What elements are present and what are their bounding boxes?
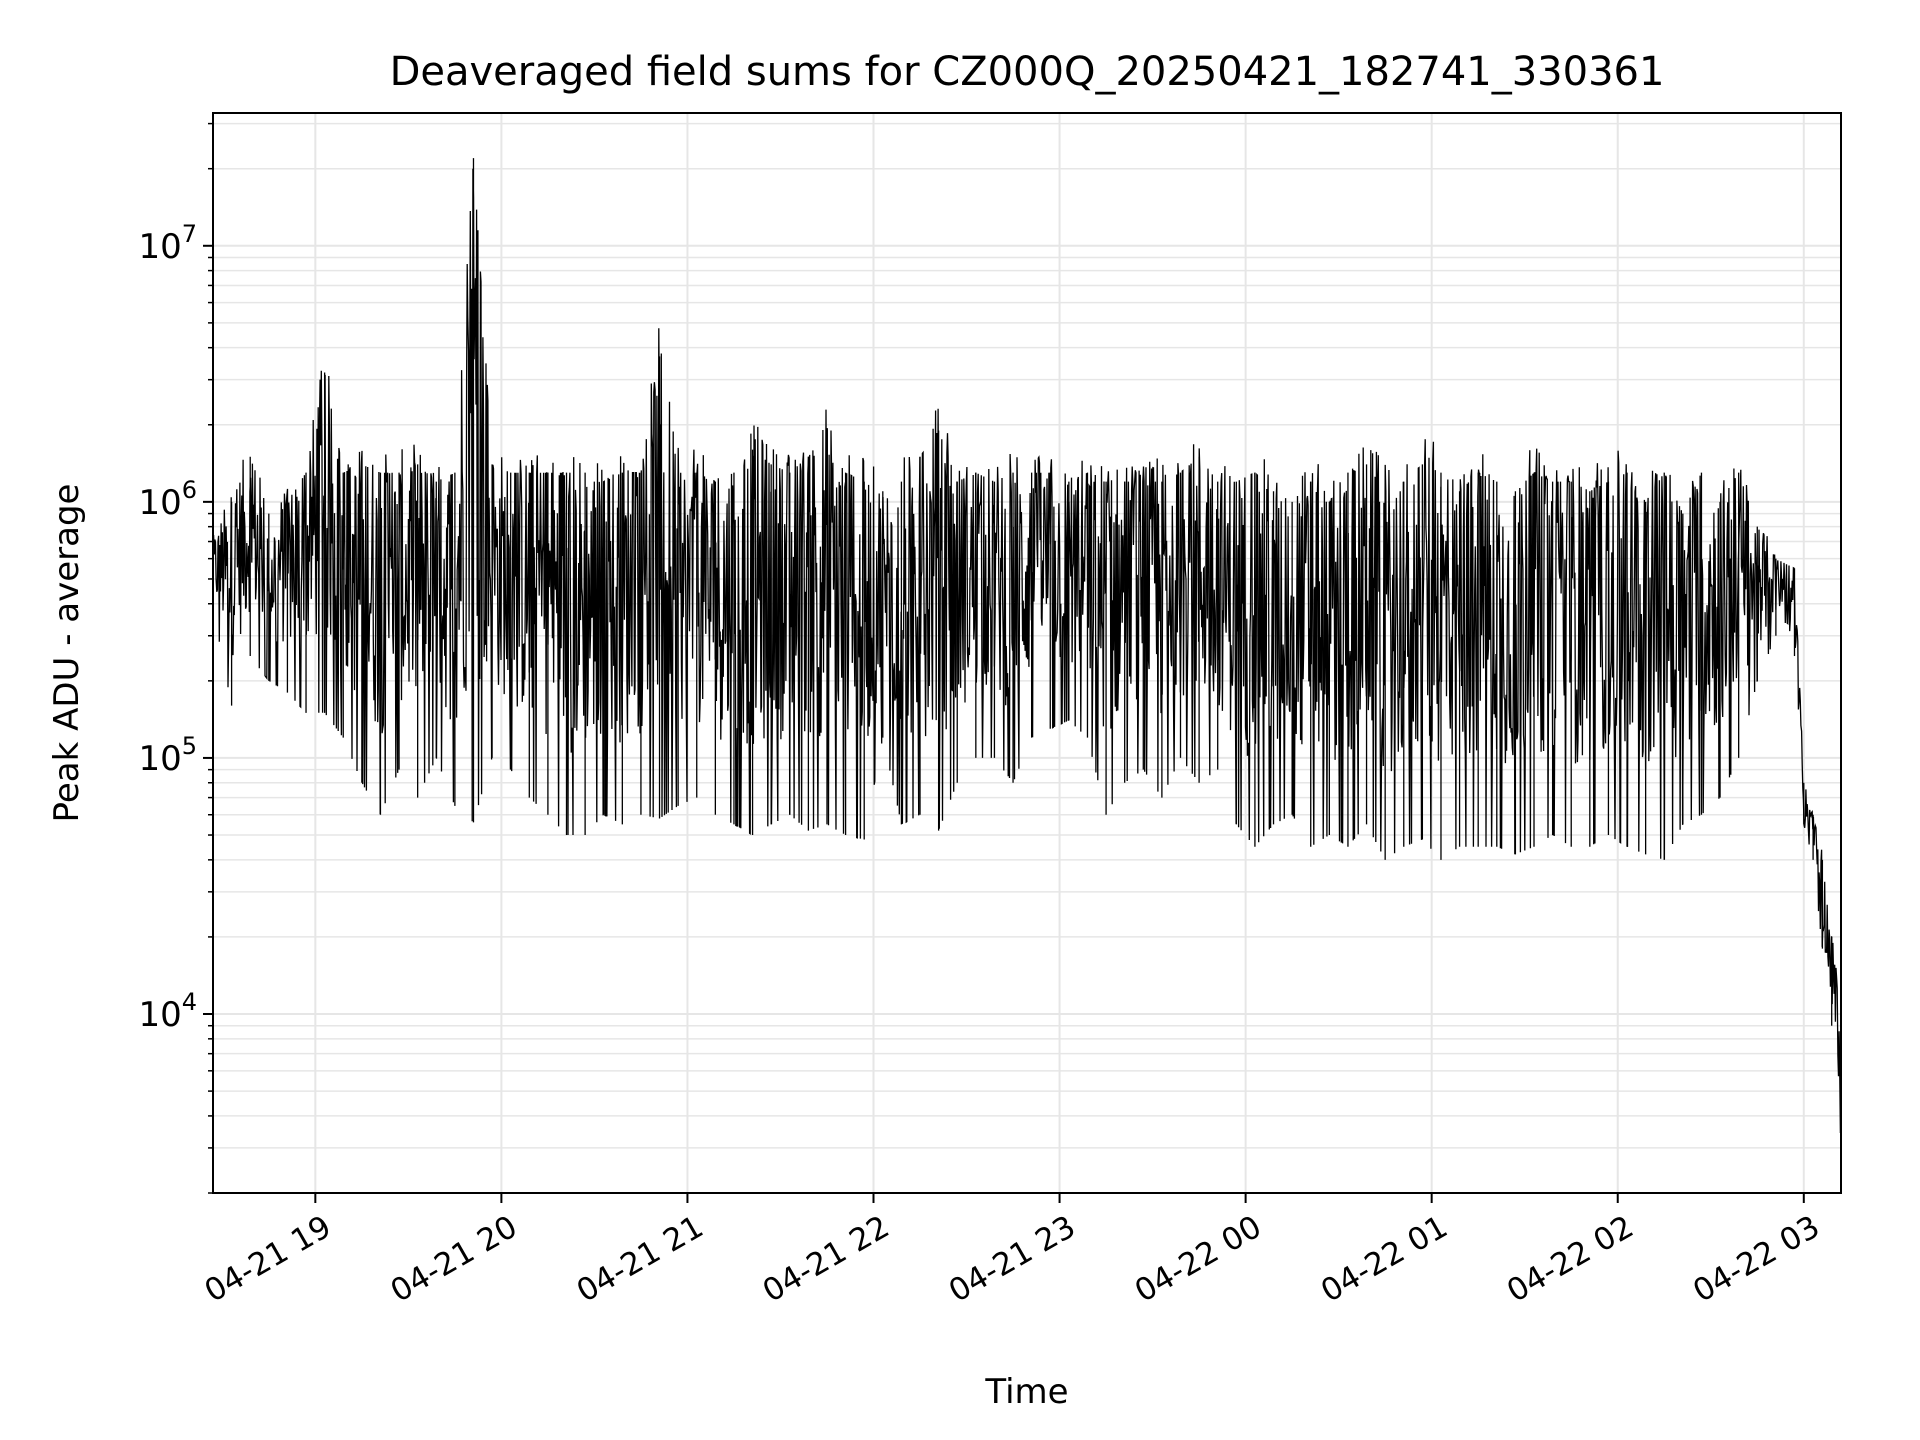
series-peak-adu bbox=[212, 158, 1842, 1141]
series-line bbox=[212, 168, 1842, 1134]
y-axis-label: Peak ADU - average bbox=[47, 484, 87, 823]
chart-title: Deaveraged field sums for CZ000Q_2025042… bbox=[390, 49, 1665, 95]
y-tick-label: 107 bbox=[138, 220, 197, 267]
x-axis-label: Time bbox=[984, 1372, 1068, 1412]
y-tick-label: 104 bbox=[138, 988, 197, 1035]
y-tick-label: 106 bbox=[138, 476, 197, 523]
y-axis-ticks: 104 105 106 107 bbox=[138, 122, 213, 1194]
plot-frame bbox=[212, 112, 1842, 1194]
y-tick-label: 105 bbox=[138, 732, 197, 779]
